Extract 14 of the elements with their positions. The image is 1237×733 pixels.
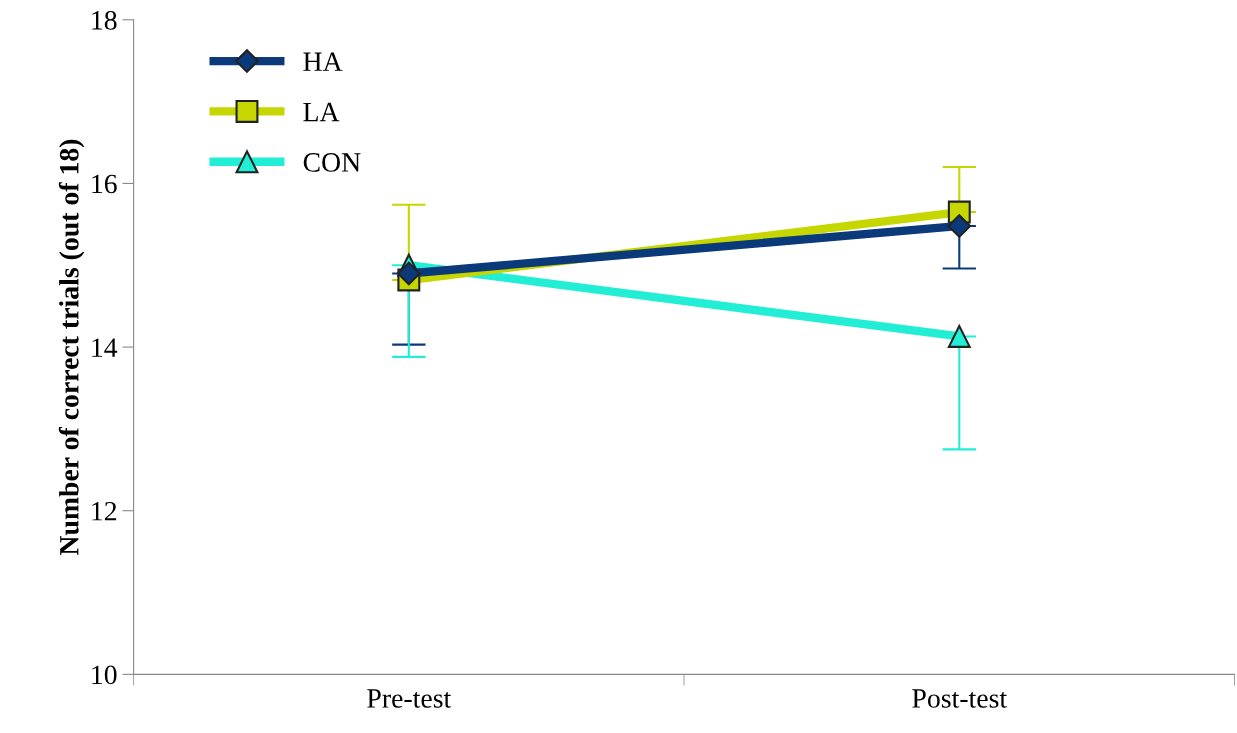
y-tick-label: 12 <box>92 501 117 521</box>
point <box>947 214 972 238</box>
x-tick-label: Pre-test <box>367 689 452 708</box>
point <box>396 261 421 286</box>
legend-label: LA <box>303 102 340 122</box>
y-tick-label: 14 <box>92 338 118 357</box>
x-tick-label: Post-test <box>912 689 1007 708</box>
y-tick-label: 10 <box>92 665 117 685</box>
legend-label: CON <box>303 153 361 172</box>
legend-label: HA <box>303 52 343 71</box>
point <box>947 324 971 348</box>
y-axis-title: Number of correct trials (out of 18) <box>58 139 85 556</box>
y-tick-label: 18 <box>92 10 117 30</box>
y-tick-label: 16 <box>92 174 117 194</box>
